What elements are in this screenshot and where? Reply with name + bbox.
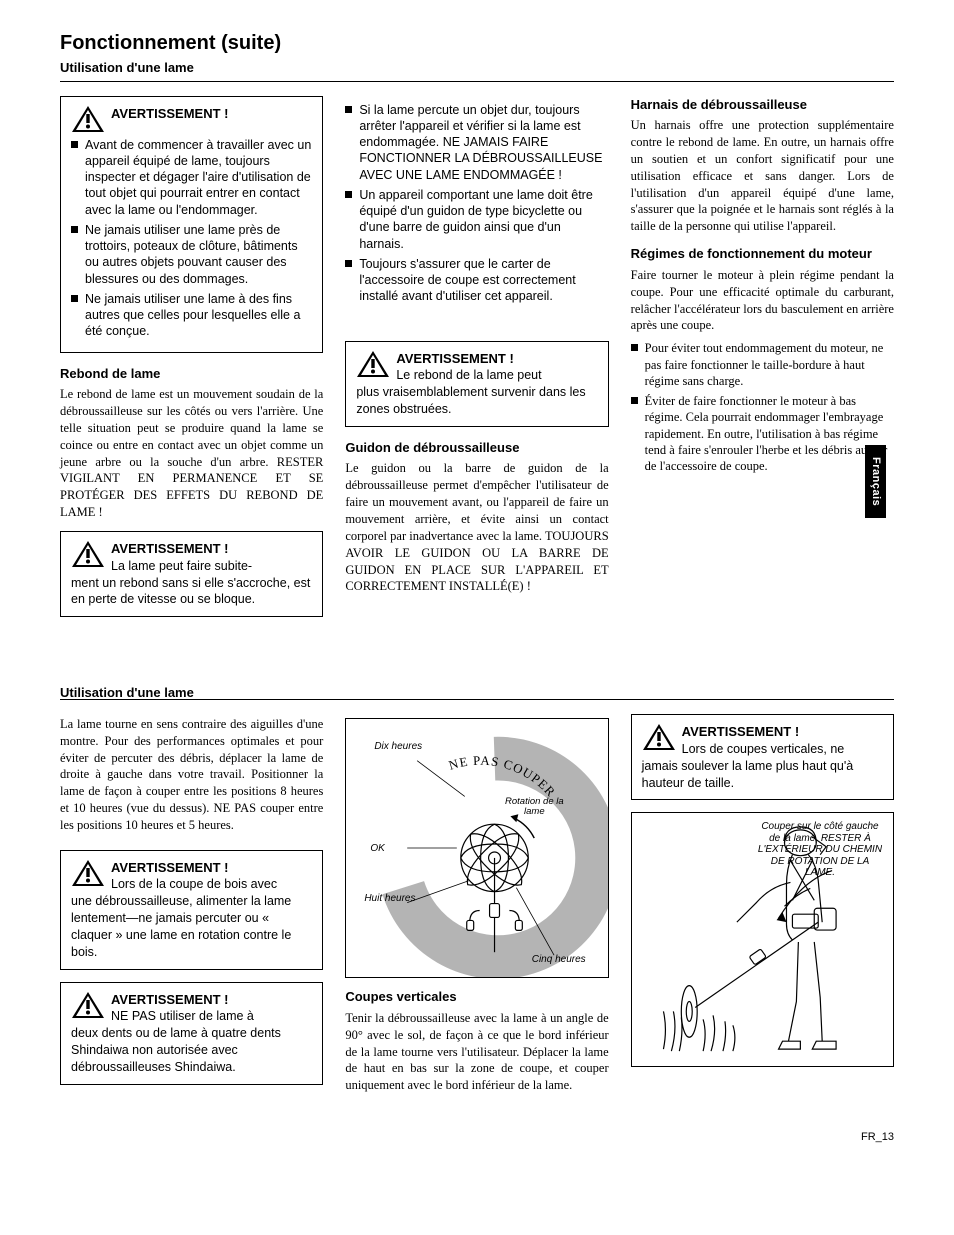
warning-box-rebond: AVERTISSEMENT ! La lame peut faire subit… bbox=[60, 531, 323, 617]
warning-list: Avant de commencer à travailler avec un … bbox=[71, 137, 312, 340]
clock-diagram-svg: NE PAS COUPER bbox=[346, 719, 607, 977]
warning-box-dents: AVERTISSEMENT ! NE PAS utiliser de lame … bbox=[60, 982, 323, 1085]
warning-icon bbox=[71, 991, 105, 1019]
warning-title: AVERTISSEMENT ! bbox=[111, 991, 254, 1009]
top-col-1: AVERTISSEMENT ! Avant de commencer à tra… bbox=[60, 96, 323, 630]
bottom-col-1: Utilisation d'une lame La lame tourne en… bbox=[60, 714, 323, 1100]
label-huit: Huit heures bbox=[364, 893, 415, 904]
warning-title: AVERTISSEMENT ! bbox=[111, 859, 277, 877]
warning-title: AVERTISSEMENT ! bbox=[111, 540, 252, 558]
list-item: Un appareil comportant une lame doit êtr… bbox=[345, 187, 608, 252]
list-item: Si la lame percute un objet dur, toujour… bbox=[345, 102, 608, 183]
warning-title: AVERTISSEMENT ! bbox=[396, 350, 541, 368]
warning-lead: Lors de la coupe de bois avec bbox=[111, 877, 277, 891]
label-ok: OK bbox=[370, 843, 384, 854]
warning-box-top-left: AVERTISSEMENT ! Avant de commencer à tra… bbox=[60, 96, 323, 353]
warning-body: deux dents ou de lame à quatre dents Shi… bbox=[71, 1025, 312, 1076]
label-dix: Dix heures bbox=[374, 741, 422, 752]
page-subtitle: Utilisation d'une lame bbox=[60, 59, 894, 77]
list-item: Ne jamais utiliser une lame à des fins a… bbox=[71, 291, 312, 340]
warning-icon bbox=[642, 723, 676, 751]
warning-icon bbox=[71, 540, 105, 568]
top-col-3: Harnais de débroussailleuse Un harnais o… bbox=[631, 96, 894, 630]
body-harnais: Un harnais offre une protection suppléme… bbox=[631, 117, 894, 235]
warning-box-bois: AVERTISSEMENT ! Lors de la coupe de bois… bbox=[60, 850, 323, 970]
bottom-col-3: AVERTISSEMENT ! Lors de coupes verticale… bbox=[631, 714, 894, 1100]
list-item: Ne jamais utiliser une lame près de trot… bbox=[71, 222, 312, 287]
divider bbox=[60, 81, 894, 82]
body-regimes: Faire tourner le moteur à plein régime p… bbox=[631, 267, 894, 335]
top-columns: AVERTISSEMENT ! Avant de commencer à tra… bbox=[60, 96, 894, 630]
diagram-caption: Couper sur le côté gauche de la lame. RE… bbox=[755, 821, 885, 879]
list-item: Toujours s'assurer que le carter de l'ac… bbox=[345, 256, 608, 305]
body-guidon: Le guidon ou la barre de guidon de la dé… bbox=[345, 460, 608, 595]
body-coupes: Tenir la débroussailleuse avec la lame à… bbox=[345, 1010, 608, 1094]
warning-title: AVERTISSEMENT ! bbox=[111, 105, 229, 123]
heading-coupes: Coupes verticales bbox=[345, 988, 608, 1006]
list-item: Pour éviter tout endommagement du moteur… bbox=[631, 340, 894, 389]
list-item: Avant de commencer à travailler avec un … bbox=[71, 137, 312, 218]
warning-body: plus vraisemblablement survenir dans les… bbox=[356, 384, 597, 418]
warning-icon bbox=[71, 859, 105, 887]
label-cinq: Cinq heures bbox=[532, 954, 586, 965]
operator-diagram: Couper sur le côté gauche de la lame. RE… bbox=[631, 812, 894, 1067]
warning-icon bbox=[71, 105, 105, 133]
warning-title: AVERTISSEMENT ! bbox=[682, 723, 845, 741]
warning-body: ment un rebond sans si elle s'accroche, … bbox=[71, 575, 312, 609]
warning-box-vertical: AVERTISSEMENT ! Lors de coupes verticale… bbox=[631, 714, 894, 800]
top-col-2: Si la lame percute un objet dur, toujour… bbox=[345, 96, 608, 630]
warning-body: jamais soulever la lame plus haut qu'à h… bbox=[642, 758, 883, 792]
regimes-list: Pour éviter tout endommagement du moteur… bbox=[631, 340, 894, 474]
warning-lead: La lame peut faire subite- bbox=[111, 559, 252, 573]
bottom-columns: Utilisation d'une lame La lame tourne en… bbox=[60, 714, 894, 1100]
heading-regimes: Régimes de fonctionnement du moteur bbox=[631, 245, 894, 263]
heading-util: Utilisation d'une lame bbox=[60, 684, 323, 702]
warning-box-zones: AVERTISSEMENT ! Le rebond de la lame peu… bbox=[345, 341, 608, 427]
bottom-col-2: NE PAS COUPER bbox=[345, 714, 608, 1100]
heading-harnais: Harnais de débroussailleuse bbox=[631, 96, 894, 114]
warning-list-continuation: Si la lame percute un objet dur, toujour… bbox=[345, 102, 608, 305]
warning-lead: Lors de coupes verticales, ne bbox=[682, 742, 845, 756]
label-rotation: Rotation de la lame bbox=[504, 797, 564, 817]
list-item: Éviter de faire fonctionner le moteur à … bbox=[631, 393, 894, 474]
page-title: Fonctionnement (suite) bbox=[60, 30, 894, 57]
warning-lead: NE PAS utiliser de lame à bbox=[111, 1009, 254, 1023]
warning-icon bbox=[356, 350, 390, 378]
body-util: La lame tourne en sens contraire des aig… bbox=[60, 716, 323, 834]
body-rebond: Le rebond de lame est un mouvement sou­d… bbox=[60, 386, 323, 521]
clock-diagram: NE PAS COUPER bbox=[345, 718, 608, 978]
warning-lead: Le rebond de la lame peut bbox=[396, 368, 541, 382]
warning-body: une débroussailleuse, alimenter la lame … bbox=[71, 893, 312, 961]
page-footer: FR_13 bbox=[60, 1130, 894, 1145]
heading-guidon: Guidon de débroussailleuse bbox=[345, 439, 608, 457]
heading-rebond: Rebond de lame bbox=[60, 365, 323, 383]
